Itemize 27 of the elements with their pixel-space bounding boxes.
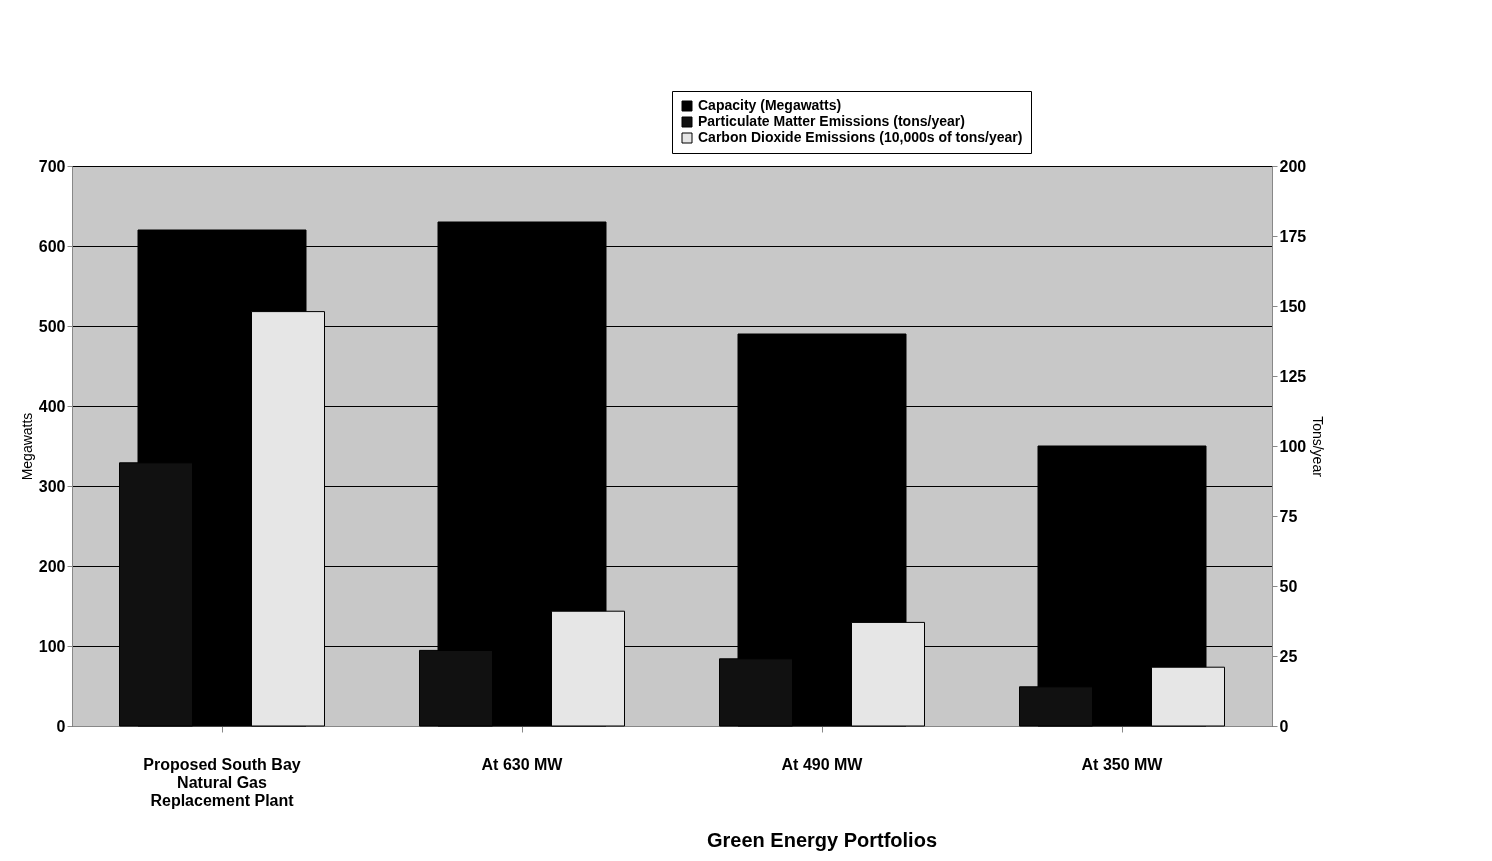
y-tick-label: 600 — [38, 237, 66, 255]
text: Green Energy Portfolios — [706, 829, 938, 851]
y-tick-label: 400 — [38, 397, 66, 415]
y-tick-label: 700 — [38, 157, 66, 175]
y-tick-label: 0 — [56, 717, 66, 735]
y-tick-label: 300 — [38, 477, 66, 495]
y2-tick-label: 125 — [1279, 367, 1307, 385]
y-tick-label: 100 — [38, 637, 66, 655]
legend-label: Capacity (Megawatts) — [698, 97, 842, 113]
y2-tick-label: 25 — [1279, 647, 1298, 665]
legend-label: Carbon Dioxide Emissions (10,000s of tons/year) — [698, 129, 1023, 145]
y-tick-label: 500 — [38, 317, 66, 335]
y-axis-title: Megawatts — [18, 412, 35, 481]
legend-label: Particulate Matter Emissions (tons/year) — [698, 113, 965, 129]
y2-tick-label: 0 — [1279, 717, 1289, 735]
y-tick-label: 200 — [38, 557, 66, 575]
y2-tick-label: 200 — [1279, 157, 1307, 175]
y2-tick-label: 50 — [1279, 577, 1298, 595]
x-tick-label: At 630 MW — [481, 755, 564, 773]
x-tick-label: At 490 MW — [781, 755, 864, 773]
y2-axis-title: Tons/year — [1310, 416, 1327, 478]
y2-tick-label: 75 — [1279, 507, 1298, 525]
x-tick-label: Proposed South Bay Natural Gas Replacement Plant — [143, 755, 301, 809]
y2-tick-label: 100 — [1279, 437, 1307, 455]
x-tick-label: At 350 MW — [1081, 755, 1164, 773]
y2-tick-label: 175 — [1279, 227, 1307, 245]
y2-tick-label: 150 — [1279, 297, 1307, 315]
